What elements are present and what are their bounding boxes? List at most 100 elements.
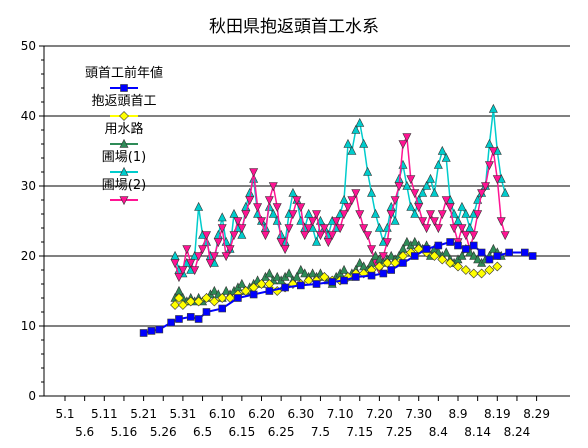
series-group	[139, 103, 537, 337]
x-tick-label: 8.29	[523, 407, 550, 421]
x-tick-label: 6.25	[268, 425, 295, 439]
data-point	[257, 217, 266, 227]
data-point	[386, 250, 396, 260]
data-point	[253, 203, 263, 213]
data-point	[237, 229, 247, 239]
data-point	[300, 268, 310, 278]
data-point	[521, 248, 529, 257]
data-point	[461, 208, 471, 218]
legend-item: 抱返頭首工	[91, 93, 157, 121]
legend-marker	[119, 111, 129, 121]
data-point	[433, 224, 443, 234]
data-point	[390, 215, 400, 225]
data-point	[422, 245, 431, 253]
data-point	[437, 210, 447, 220]
data-point	[410, 236, 420, 246]
data-point	[359, 138, 369, 148]
data-point	[477, 189, 487, 199]
data-point	[351, 189, 361, 199]
data-point	[327, 231, 337, 241]
data-point	[469, 250, 479, 260]
data-point	[406, 175, 416, 185]
data-point	[374, 261, 385, 272]
data-point	[272, 203, 282, 213]
x-tick-label: 6.15	[228, 425, 255, 439]
data-point	[296, 203, 306, 213]
chart-title: 秋田県抱返頭首工水系	[209, 17, 379, 37]
data-point	[343, 138, 353, 148]
data-point	[465, 222, 475, 232]
legend-item: 用水路	[104, 121, 144, 148]
data-point	[229, 208, 239, 218]
data-point	[370, 250, 380, 260]
data-point	[339, 264, 349, 274]
data-point	[343, 203, 353, 213]
data-point	[367, 271, 376, 280]
x-tick-label: 7.20	[366, 407, 393, 421]
data-point	[379, 269, 388, 278]
data-point	[201, 231, 211, 241]
x-tick-label: 8.14	[464, 425, 491, 439]
data-point	[328, 278, 337, 286]
data-point	[139, 329, 148, 337]
y-tick-label: 10	[21, 319, 36, 333]
data-point	[237, 278, 247, 288]
data-point	[378, 252, 388, 262]
y-tick-label: 20	[21, 249, 36, 263]
data-point	[182, 245, 192, 255]
data-point	[209, 285, 219, 295]
x-tick-label: 7.30	[405, 407, 432, 421]
data-point	[441, 152, 451, 162]
data-point	[460, 265, 471, 275]
data-point	[410, 252, 419, 260]
data-point	[347, 196, 357, 206]
legend-marker	[119, 138, 129, 148]
data-point	[422, 180, 432, 190]
data-point	[449, 224, 459, 234]
data-point	[268, 182, 278, 192]
data-point	[147, 327, 156, 335]
x-tick-label: 7.15	[346, 425, 373, 439]
data-point	[429, 187, 439, 197]
data-point	[485, 255, 494, 264]
data-point	[217, 224, 227, 234]
data-point	[374, 222, 384, 232]
legend-label: 圃場(2)	[102, 178, 146, 193]
data-point	[296, 281, 305, 290]
data-point	[193, 296, 204, 307]
data-point	[386, 210, 396, 220]
x-tick-label: 7.10	[327, 407, 354, 421]
data-point	[484, 265, 495, 275]
data-point	[363, 166, 373, 176]
data-point	[335, 224, 345, 234]
data-point	[281, 283, 289, 292]
data-point	[304, 224, 314, 234]
data-point	[284, 224, 294, 234]
data-point	[433, 159, 443, 169]
data-point	[174, 293, 184, 303]
data-point	[410, 208, 420, 218]
data-point	[402, 133, 412, 143]
data-point	[484, 161, 494, 171]
data-point	[453, 261, 463, 272]
data-point	[237, 224, 247, 234]
data-point	[505, 248, 513, 257]
data-point	[352, 273, 360, 281]
data-point	[288, 210, 298, 220]
series-4	[170, 133, 510, 283]
data-point	[213, 238, 223, 248]
x-tick-label: 5.6	[75, 425, 94, 439]
data-point	[300, 231, 310, 241]
legend-label: 用水路	[104, 121, 143, 137]
data-point	[155, 325, 164, 334]
data-point	[264, 196, 274, 206]
data-point	[418, 217, 428, 227]
data-point	[367, 245, 377, 255]
data-point	[441, 196, 451, 206]
data-point	[276, 238, 286, 248]
data-point	[170, 300, 180, 310]
data-point	[492, 261, 503, 272]
y-tick-label: 50	[21, 39, 36, 53]
data-point	[367, 187, 377, 197]
